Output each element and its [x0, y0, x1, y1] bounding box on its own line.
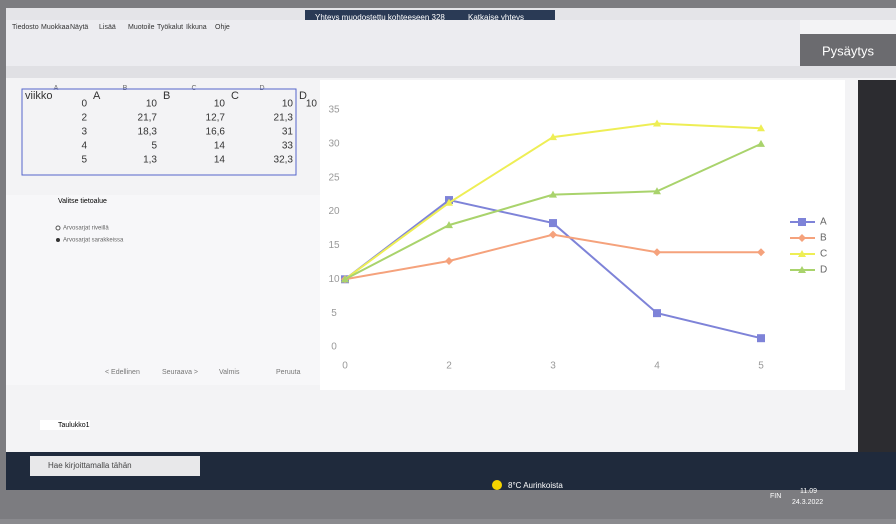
cell: 5 — [81, 155, 87, 166]
cell: 10 — [282, 99, 294, 110]
cell: 2 — [81, 113, 87, 124]
option[interactable]: Arvosarjat riveillä — [63, 226, 109, 232]
y-tick-label: 0 — [331, 342, 337, 353]
column-header: C — [191, 85, 196, 92]
radio[interactable] — [56, 238, 60, 242]
stop-button[interactable]: Pysäytys — [822, 43, 875, 58]
cell: 18,3 — [138, 127, 158, 138]
lang[interactable]: FIN — [770, 493, 781, 500]
option[interactable]: Arvosarjat sarakkeissa — [63, 238, 124, 244]
marker — [757, 334, 765, 342]
cell: 14 — [214, 141, 226, 152]
page: Yhteys muodostettu kohteeseen 328 Katkai… — [0, 0, 896, 519]
y-tick-label: 25 — [328, 172, 340, 183]
weather-icon — [492, 480, 502, 490]
cell: 21,7 — [138, 113, 158, 124]
time[interactable]: 11.09 — [800, 488, 817, 495]
y-tick-label: 30 — [328, 138, 340, 149]
cell: 1,3 — [143, 155, 157, 166]
legend-label: C — [820, 249, 827, 260]
formula-bar — [6, 66, 896, 78]
y-tick-label: 10 — [328, 274, 340, 285]
column-header: A — [54, 85, 59, 92]
cell: 10 — [146, 99, 158, 110]
y-tick-label: 35 — [328, 105, 340, 116]
marker — [653, 309, 661, 317]
cell: A — [93, 90, 101, 102]
dialog-button[interactable]: Peruuta — [276, 369, 301, 376]
legend-label: A — [820, 217, 827, 228]
y-tick-label: 15 — [328, 240, 340, 251]
column-header: D — [259, 85, 264, 92]
x-tick-label: 4 — [654, 361, 660, 372]
menu-item[interactable]: Näytä — [70, 24, 88, 31]
menu-item[interactable]: Lisää — [99, 24, 116, 31]
cell: 32,3 — [274, 155, 294, 166]
toolbar — [6, 20, 800, 66]
cell: 14 — [214, 155, 226, 166]
cell: 12,7 — [206, 113, 226, 124]
dialog-button[interactable]: < Edellinen — [105, 369, 140, 376]
sheet-tab[interactable]: Taulukko1 — [58, 422, 90, 429]
dialog — [6, 195, 320, 385]
legend-label: D — [820, 265, 827, 276]
menu-item[interactable]: Ikkuna — [186, 24, 207, 31]
y-tick-label: 5 — [331, 308, 337, 319]
cell: 4 — [81, 141, 87, 152]
dialog-button[interactable]: Seuraava > — [162, 369, 198, 376]
cell: C — [231, 90, 239, 102]
cell: 16,6 — [206, 127, 226, 138]
search-text[interactable]: Hae kirjoittamalla tähän — [48, 461, 132, 470]
chart-area — [320, 80, 845, 390]
menu-item[interactable]: Muotoile — [128, 24, 155, 31]
y-tick-label: 20 — [328, 206, 340, 217]
screen: Yhteys muodostettu kohteeseen 328 Katkai… — [0, 0, 896, 519]
x-tick-label: 3 — [550, 361, 556, 372]
dialog-title: Valitse tietoalue — [58, 198, 107, 205]
x-tick-label: 0 — [342, 361, 348, 372]
cell: 31 — [282, 127, 294, 138]
cell: 10 — [306, 99, 318, 110]
cell: 10 — [214, 99, 226, 110]
cell: B — [163, 90, 170, 102]
weather[interactable]: 8°C Aurinkoista — [508, 481, 563, 490]
x-tick-label: 5 — [758, 361, 764, 372]
cell: 3 — [81, 127, 87, 138]
date[interactable]: 24.3.2022 — [792, 499, 823, 506]
side-panel — [858, 80, 896, 452]
marker — [798, 218, 806, 226]
menu-item[interactable]: Muokkaa — [41, 24, 70, 31]
dialog-button[interactable]: Valmis — [219, 369, 240, 376]
column-header: B — [123, 85, 128, 92]
cell: 0 — [81, 99, 87, 110]
cell: 33 — [282, 141, 294, 152]
cell: viikko — [25, 90, 53, 102]
cell: 5 — [151, 141, 157, 152]
menu-item[interactable]: Työkalut — [157, 24, 183, 31]
x-tick-label: 2 — [446, 361, 452, 372]
menu-item[interactable]: Ohje — [215, 24, 230, 31]
menu-item[interactable]: Tiedosto — [12, 24, 39, 31]
cell: 21,3 — [274, 113, 294, 124]
legend-label: B — [820, 233, 827, 244]
marker — [549, 219, 557, 227]
radio[interactable] — [56, 226, 60, 230]
